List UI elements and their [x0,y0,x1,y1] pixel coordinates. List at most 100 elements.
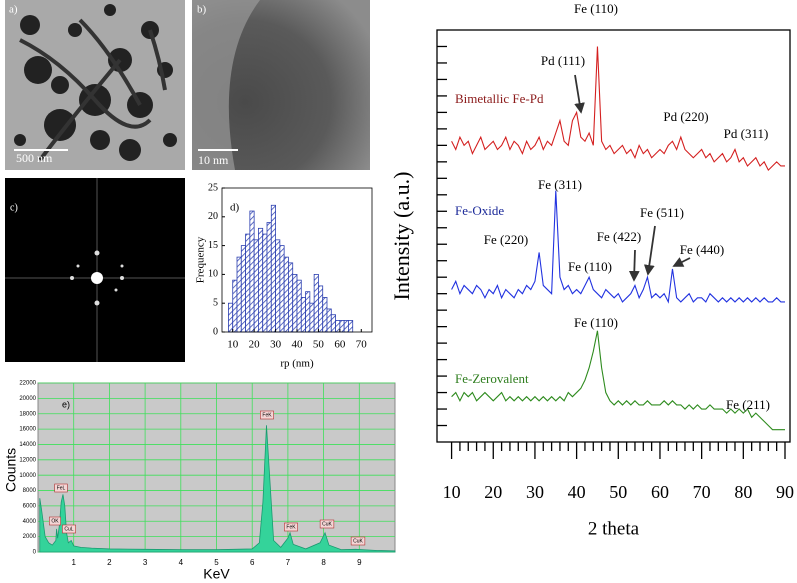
x-tick-label: 70 [356,339,368,351]
bar [296,279,302,333]
x-axis-label: KeV [203,566,230,582]
y-tick-label: 10000 [19,473,36,479]
x-tick-label: 20 [249,339,261,351]
x-tick-label: 8 [321,558,326,567]
y-tick-label: 6000 [23,503,37,509]
peak-label-box [54,483,68,493]
y-axis-label: Intensity (a.u.) [389,172,414,301]
y-axis-label: Counts [3,448,19,492]
series-label: Bimetallic Fe-Pd [455,91,544,106]
peak-annotation: Pd (111) [541,53,585,68]
panel-label: d) [230,202,240,214]
bar [232,279,238,333]
xrd-pattern [451,190,785,304]
peak-label: FeL [57,485,66,491]
plot-frame [436,29,791,443]
x-tick-label: 90 [776,482,794,502]
peak-annotation: Fe (511) [640,205,684,220]
y-tick-label: 20 [208,211,218,222]
bar [283,256,289,333]
panel-label: e) [62,399,70,409]
bar [309,302,315,333]
peak-annotation: Fe (110) [574,315,618,330]
bar [288,262,294,333]
y-tick-label: 18000 [19,411,36,417]
arrow [574,74,585,114]
peak-annotation: Fe (220) [484,232,528,247]
bar [313,273,319,333]
bar [300,297,306,333]
bar [228,302,234,333]
bar [326,308,332,333]
y-tick-label: 14000 [19,442,36,448]
bar [253,239,259,333]
x-tick-label: 70 [693,482,711,502]
panel-label: c) [10,202,18,213]
peak-label: FeK [286,524,296,530]
arrow [628,249,640,282]
bar [330,314,336,333]
x-tick-label: 7 [286,558,291,567]
peak-annotation: Fe (311) [538,177,582,192]
bar [279,245,285,333]
x-axis-label: 2 theta [588,518,640,539]
xrd-pattern [451,330,785,431]
scale-label: 10 nm [198,153,229,167]
x-tick-label: 20 [484,482,502,502]
x-axis-label: rp (nm) [280,358,314,370]
hrtem-image [192,0,370,170]
peak-label-box [350,536,366,546]
peak-annotation: Fe (211) [726,397,770,412]
scale-label: 500 nm [16,151,53,165]
y-tick-label: 20000 [19,396,36,402]
x-tick-label: 50 [313,339,325,351]
bar [249,210,255,333]
x-tick-label: 1 [71,558,76,567]
peak-label-box [284,522,298,532]
bar [245,233,251,333]
peak-annotation: Fe (440) [680,242,724,257]
x-tick-label: 10 [227,339,239,351]
y-tick-label: 5 [213,297,218,308]
bar [305,291,311,333]
arrow [643,225,656,276]
fft-image [5,178,185,362]
panel-label: a) [9,4,18,16]
arrow [672,257,691,267]
x-tick-label: 50 [609,482,627,502]
bar [343,320,349,333]
series-label: Fe-Zerovalent [455,371,529,386]
xrd-pattern [451,46,785,172]
peak-label-box [260,410,274,420]
x-tick-label: 80 [734,482,752,502]
x-tick-label: 60 [334,339,346,351]
peak-annotation: Fe (422) [597,229,641,244]
peak-label: OK [51,518,59,524]
y-tick-label: 8000 [23,488,37,494]
peak-label: FeK [262,412,272,418]
bar [262,233,268,333]
y-tick-label: 15 [208,240,218,251]
series-label: Fe-Oxide [455,203,504,218]
peak-label: CuK [322,521,332,527]
y-tick-label: 12000 [19,457,36,463]
bar [322,297,328,333]
x-tick-label: 5 [214,558,219,567]
y-tick-label: 2000 [23,534,37,540]
peak-label-box [62,524,76,534]
bar [335,320,341,333]
bar [270,204,276,333]
tem-image [5,0,185,170]
peak-annotation: Fe (110) [574,1,618,16]
y-tick-label: 22000 [19,381,36,387]
peak-annotation: Fe (110) [568,259,612,274]
bar [236,256,242,333]
y-tick-label: 0 [213,326,218,337]
panel-label: b) [197,4,207,16]
x-tick-label: 40 [292,339,304,351]
bar [339,320,345,333]
x-tick-label: 6 [250,558,255,567]
y-tick-label: 10 [208,269,218,280]
peak-annotation: Pd (311) [724,126,769,141]
